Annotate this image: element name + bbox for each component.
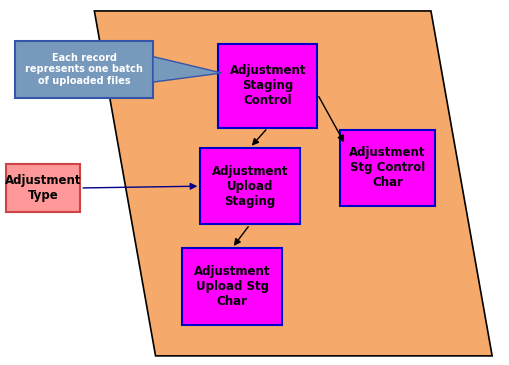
Bar (340, 130, 434, 206)
Text: Adjustment
Stg Control
Char: Adjustment Stg Control Char (349, 146, 425, 189)
Text: Adjustment
Staging
Control: Adjustment Staging Control (229, 64, 305, 107)
Text: Each record
represents one batch
of uploaded files: Each record represents one batch of uplo… (25, 53, 143, 86)
Polygon shape (153, 57, 221, 82)
Text: Adjustment
Upload
Staging: Adjustment Upload Staging (211, 165, 288, 208)
Bar (200, 148, 299, 224)
Bar (15, 41, 153, 97)
Bar (218, 44, 317, 128)
Text: Adjustment
Upload Stg
Char: Adjustment Upload Stg Char (193, 265, 270, 308)
Polygon shape (94, 11, 491, 356)
Bar (182, 248, 281, 325)
Bar (7, 164, 80, 212)
Text: Adjustment
Type: Adjustment Type (5, 174, 81, 202)
